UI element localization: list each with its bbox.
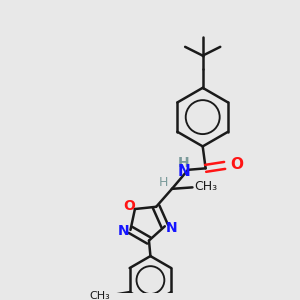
Text: CH₃: CH₃ [194,180,217,193]
Text: O: O [123,199,135,212]
Text: N: N [177,164,190,179]
Text: N: N [166,221,177,235]
Text: H: H [178,156,190,170]
Text: N: N [118,224,130,239]
Text: CH₃: CH₃ [89,291,110,300]
Text: O: O [230,157,243,172]
Text: H: H [159,176,168,190]
